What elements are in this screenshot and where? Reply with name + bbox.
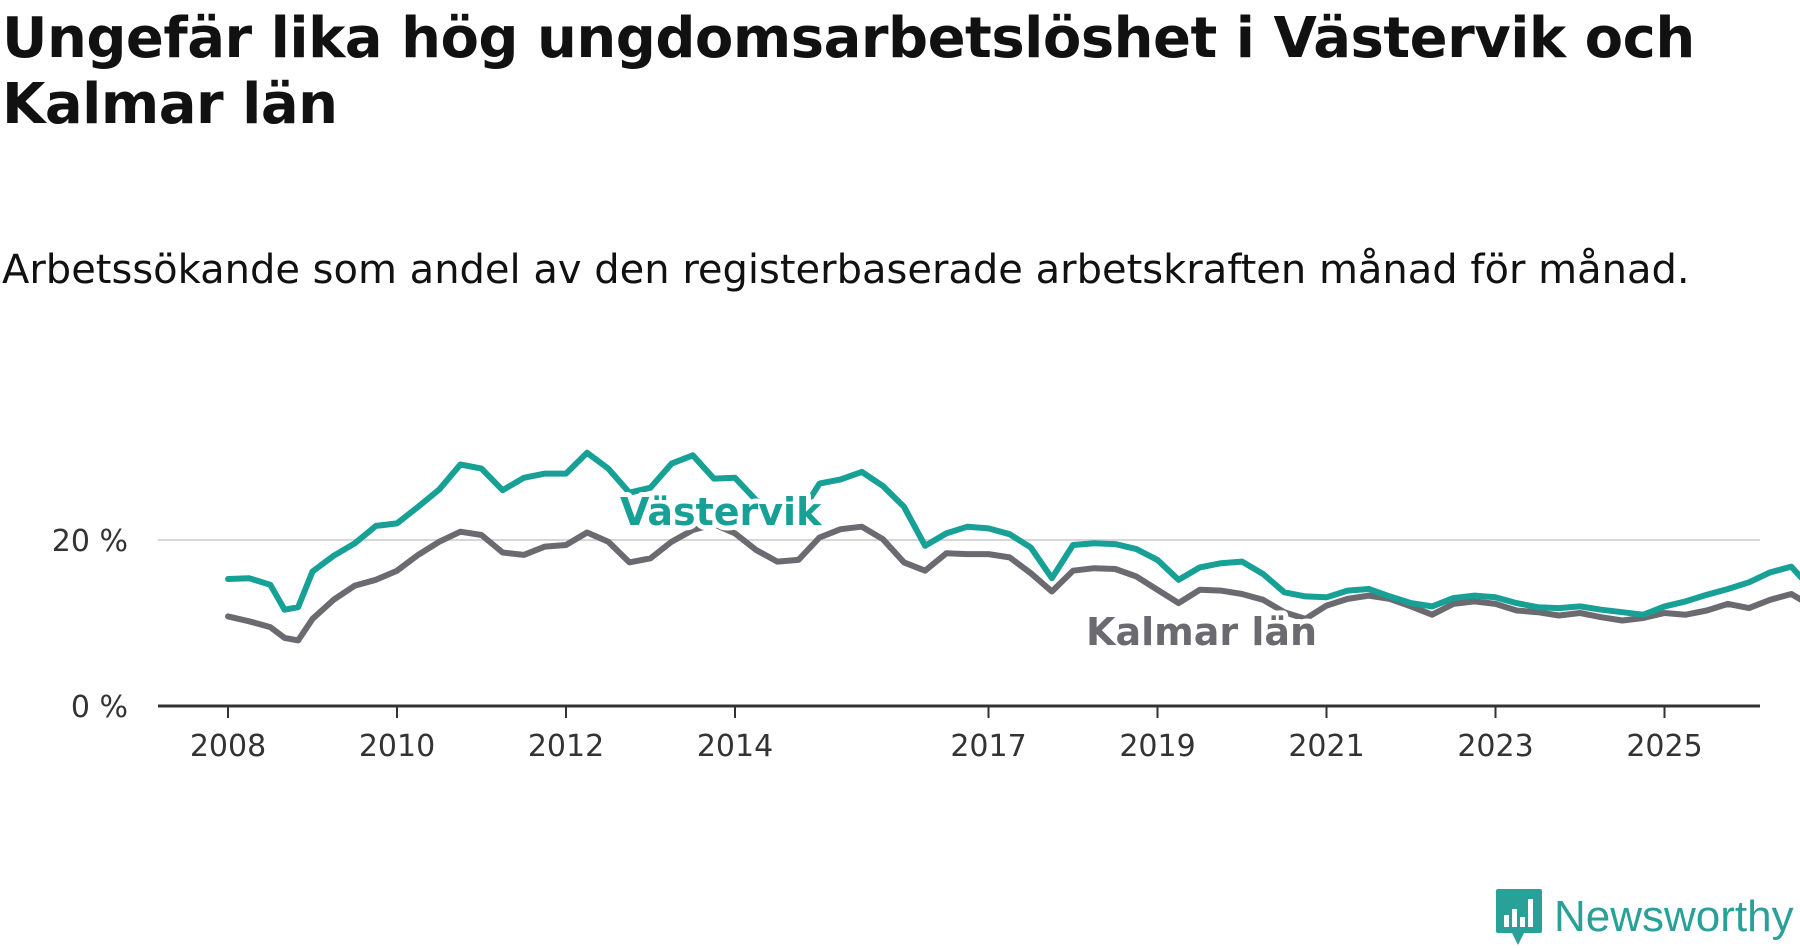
chart-subtitle: Arbetssökande som andel av den registerb… xyxy=(2,247,1690,293)
newsworthy-logo: Newsworthy xyxy=(1494,887,1794,947)
chart-title: Ungefär lika hög ungdomsarbetslöshet i V… xyxy=(2,6,1695,137)
brand-name: Newsworthy xyxy=(1554,892,1794,941)
x-tick-label-2014: 2014 xyxy=(697,729,773,764)
y-tick-label-20: 20 % xyxy=(52,524,128,559)
series-lines xyxy=(225,449,1800,644)
axes: 0 % 20 % 2008 2010 2012 2014 2017 2019 2021 2023 2… xyxy=(52,524,1760,764)
x-tick-label-2017: 2017 xyxy=(950,729,1026,764)
y-tick-label-0: 0 % xyxy=(71,690,128,725)
x-tick-label-2023: 2023 xyxy=(1457,729,1533,764)
x-tick-label-2025: 2025 xyxy=(1626,729,1702,764)
x-tick-label-2010: 2010 xyxy=(359,729,435,764)
series-name-label-kalmar-lan: Kalmar län xyxy=(1086,610,1317,654)
x-tick-label-2019: 2019 xyxy=(1119,729,1195,764)
x-tick-label-2012: 2012 xyxy=(528,729,604,764)
series-line-kalmar-län xyxy=(225,521,1800,644)
x-tick-label-2008: 2008 xyxy=(190,729,266,764)
series-line-västervik xyxy=(225,449,1800,618)
x-tick-label-2021: 2021 xyxy=(1288,729,1364,764)
bar-chart-speech-bubble-icon xyxy=(1496,889,1542,945)
series-name-label-vastervik: Västervik xyxy=(620,490,822,534)
